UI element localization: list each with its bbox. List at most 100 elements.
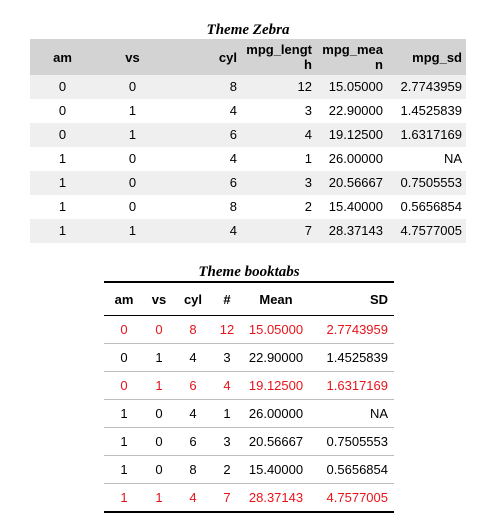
booktabs-cell-am: 0	[120, 378, 128, 393]
booktabs-cell-count: 12	[219, 322, 235, 337]
zebra-row: 1 0 6 3 20.56667 0.7505553	[30, 171, 466, 195]
booktabs-cell-sd: 0.5656854	[326, 462, 388, 477]
zebra-cell-vs: 1	[95, 219, 170, 243]
zebra-cell-mpg-length: 2	[241, 195, 316, 219]
booktabs-row: 1 0 4 1 26.00000 NA	[104, 400, 394, 428]
zebra-cell-mpg-length: 3	[241, 171, 316, 195]
zebra-cell-mpg-sd: 0.5656854	[387, 195, 466, 219]
booktabs-cell-cyl: 8	[189, 322, 197, 337]
booktabs-cell-vs: 0	[155, 462, 163, 477]
zebra-cell-mpg-mean: 20.56667	[316, 171, 387, 195]
booktabs-row: 1 0 6 3 20.56667 0.7505553	[104, 428, 394, 456]
booktabs-header-mean: Mean	[259, 291, 293, 307]
booktabs-row: 1 0 8 2 15.40000 0.5656854	[104, 456, 394, 484]
booktabs-cell-cyl: 6	[189, 378, 197, 393]
booktabs-cell-vs: 1	[155, 490, 163, 505]
booktabs-row-highlighted: 1 1 4 7 28.37143 4.7577005	[104, 484, 394, 512]
booktabs-cell-vs: 1	[155, 378, 163, 393]
zebra-header-am: am	[30, 39, 95, 75]
zebra-cell-vs: 0	[95, 75, 170, 99]
booktabs-cell-mean: 28.37143	[248, 490, 304, 505]
zebra-cell-mpg-mean: 22.90000	[316, 99, 387, 123]
zebra-cell-vs: 0	[95, 171, 170, 195]
booktabs-cell-sd: 4.7577005	[326, 490, 388, 505]
booktabs-header-row: am vs cyl # Mean SD	[104, 282, 394, 316]
booktabs-cell-am: 0	[120, 350, 128, 365]
zebra-cell-cyl: 4	[170, 219, 241, 243]
booktabs-cell-sd: 1.4525839	[326, 350, 388, 365]
booktabs-cell-am: 1	[120, 434, 128, 449]
zebra-cell-mpg-mean: 26.00000	[316, 147, 387, 171]
booktabs-header-sd: SD	[369, 291, 388, 307]
zebra-cell-am: 1	[30, 195, 95, 219]
zebra-cell-vs: 0	[95, 147, 170, 171]
booktabs-cell-am: 0	[120, 322, 128, 337]
booktabs-header-cyl: cyl	[183, 291, 203, 307]
zebra-cell-am: 0	[30, 99, 95, 123]
booktabs-cell-mean: 20.56667	[248, 434, 304, 449]
zebra-cell-am: 0	[30, 123, 95, 147]
booktabs-cell-cyl: 4	[189, 350, 197, 365]
booktabs-cell-am: 1	[120, 490, 128, 505]
zebra-table-caption: Theme Zebra	[206, 22, 290, 38]
zebra-cell-mpg-length: 4	[241, 123, 316, 147]
zebra-cell-am: 1	[30, 147, 95, 171]
booktabs-cell-mean: 15.40000	[248, 462, 304, 477]
booktabs-cell-count: 1	[223, 406, 231, 421]
zebra-cell-cyl: 4	[170, 147, 241, 171]
zebra-cell-cyl: 8	[170, 195, 241, 219]
booktabs-cell-vs: 0	[155, 322, 163, 337]
booktabs-cell-mean: 26.00000	[248, 406, 304, 421]
zebra-header-row: am vs cyl mpg_length mpg_mean mpg_sd	[30, 39, 466, 75]
zebra-cell-vs: 0	[95, 195, 170, 219]
zebra-cell-mpg-length: 3	[241, 99, 316, 123]
booktabs-cell-count: 3	[223, 350, 231, 365]
booktabs-header-vs: vs	[151, 291, 167, 307]
booktabs-header-am: am	[114, 291, 134, 307]
booktabs-cell-cyl: 4	[189, 490, 197, 505]
zebra-cell-cyl: 8	[170, 75, 241, 99]
zebra-cell-cyl: 4	[170, 99, 241, 123]
booktabs-cell-count: 4	[223, 378, 231, 393]
booktabs-cell-count: 7	[223, 490, 231, 505]
zebra-cell-mpg-length: 1	[241, 147, 316, 171]
zebra-table: am vs cyl mpg_length mpg_mean mpg_sd 0 0…	[30, 39, 466, 243]
zebra-cell-mpg-mean: 19.12500	[316, 123, 387, 147]
booktabs-table: am vs cyl # Mean SD 0 0 8 12 15.05000 2.…	[104, 281, 394, 513]
zebra-row: 0 1 6 4 19.12500 1.6317169	[30, 123, 466, 147]
zebra-header-mpg-sd: mpg_sd	[387, 39, 466, 75]
booktabs-cell-count: 3	[223, 434, 231, 449]
zebra-header-cyl: cyl	[170, 39, 241, 75]
booktabs-cell-sd: 1.6317169	[326, 378, 388, 393]
zebra-cell-mpg-length: 7	[241, 219, 316, 243]
booktabs-cell-vs: 0	[155, 406, 163, 421]
booktabs-cell-sd: 2.7743959	[326, 322, 388, 337]
booktabs-cell-cyl: 4	[189, 406, 197, 421]
zebra-cell-am: 0	[30, 75, 95, 99]
booktabs-cell-mean: 15.05000	[248, 322, 304, 337]
zebra-cell-mpg-sd: 4.7577005	[387, 219, 466, 243]
zebra-cell-am: 1	[30, 219, 95, 243]
booktabs-cell-sd: 0.7505553	[326, 434, 388, 449]
booktabs-cell-vs: 1	[155, 350, 163, 365]
zebra-header-mpg-mean: mpg_mean	[316, 39, 387, 75]
booktabs-row: 0 1 4 3 22.90000 1.4525839	[104, 344, 394, 372]
zebra-cell-am: 1	[30, 171, 95, 195]
booktabs-cell-mean: 22.90000	[248, 350, 304, 365]
zebra-cell-mpg-mean: 15.05000	[316, 75, 387, 99]
booktabs-cell-count: 2	[223, 462, 231, 477]
booktabs-cell-am: 1	[120, 462, 128, 477]
booktabs-header-count: #	[223, 291, 231, 307]
zebra-cell-mpg-mean: 15.40000	[316, 195, 387, 219]
booktabs-cell-cyl: 6	[189, 434, 197, 449]
zebra-header-mpg-length: mpg_length	[241, 39, 316, 75]
zebra-cell-mpg-sd: 1.4525839	[387, 99, 466, 123]
zebra-cell-cyl: 6	[170, 171, 241, 195]
booktabs-row-highlighted: 0 1 6 4 19.12500 1.6317169	[104, 372, 394, 400]
zebra-cell-mpg-sd: 1.6317169	[387, 123, 466, 147]
zebra-cell-vs: 1	[95, 123, 170, 147]
booktabs-cell-mean: 19.12500	[248, 378, 304, 393]
zebra-header-vs: vs	[95, 39, 170, 75]
booktabs-cell-am: 1	[120, 406, 128, 421]
booktabs-cell-cyl: 8	[189, 462, 197, 477]
